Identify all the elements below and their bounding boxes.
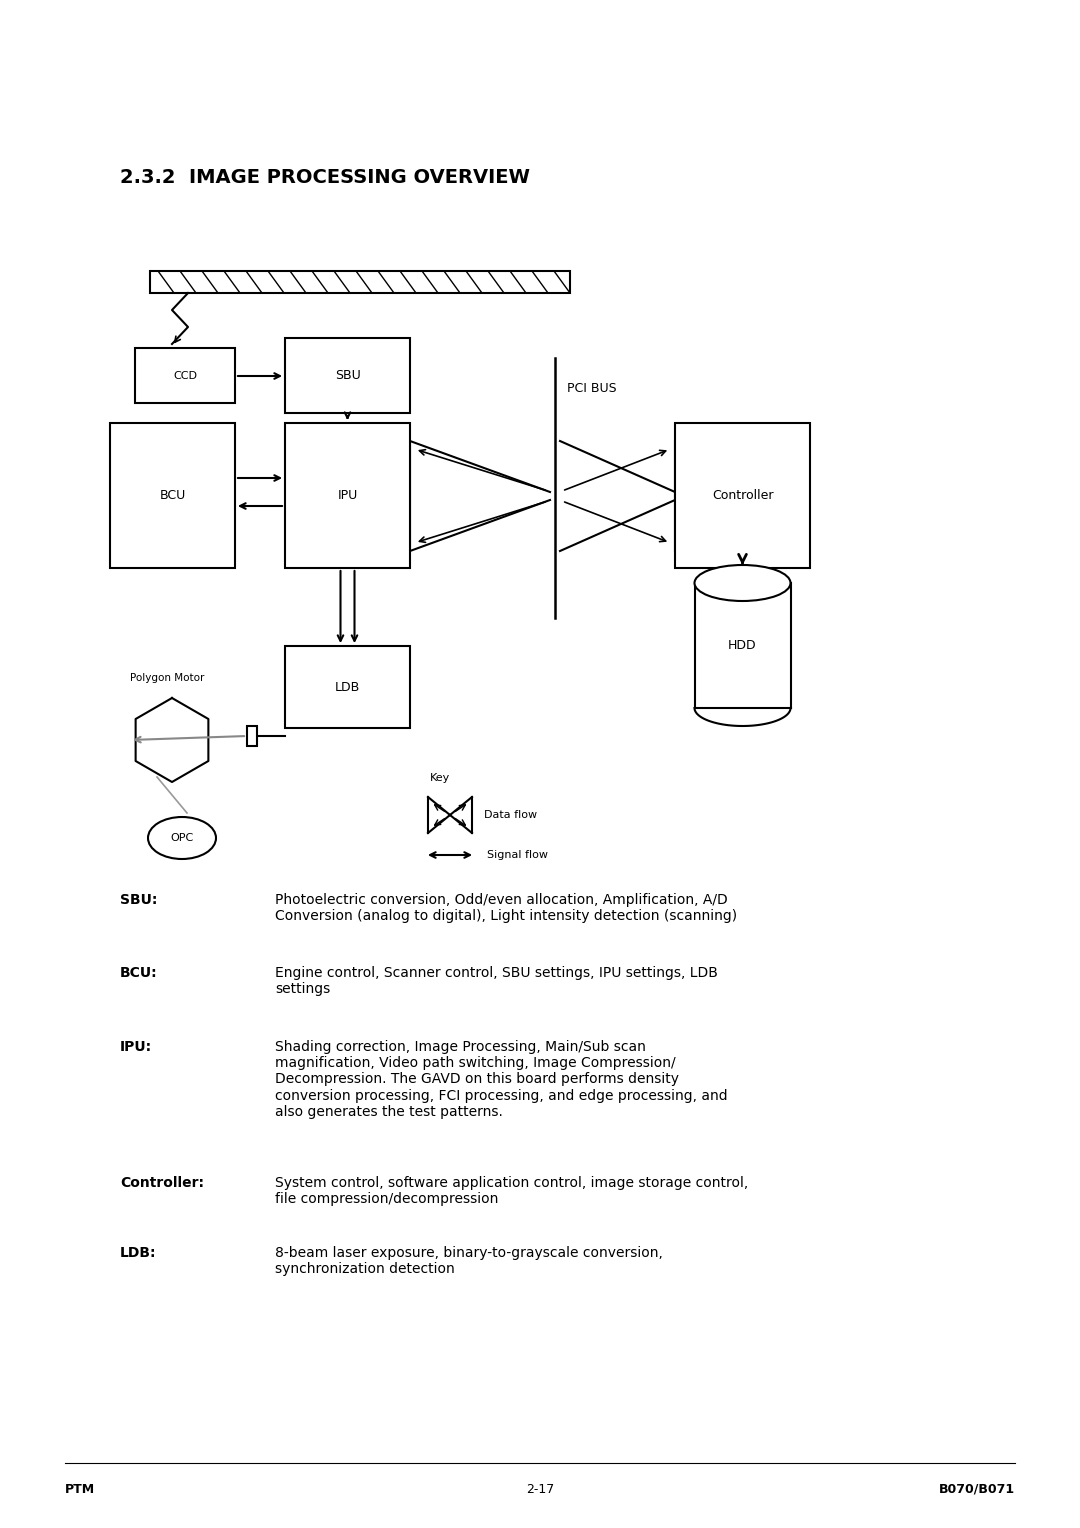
- Text: BCU:: BCU:: [120, 966, 158, 979]
- Text: BCU: BCU: [160, 489, 186, 503]
- Text: PCI BUS: PCI BUS: [567, 382, 617, 394]
- Text: PTM: PTM: [65, 1484, 95, 1496]
- Text: OPC: OPC: [171, 833, 193, 843]
- Text: LDB: LDB: [335, 680, 360, 694]
- Text: B070/B071: B070/B071: [939, 1484, 1015, 1496]
- Text: 2.3.2  IMAGE PROCESSING OVERVIEW: 2.3.2 IMAGE PROCESSING OVERVIEW: [120, 168, 530, 186]
- Text: Photoelectric conversion, Odd/even allocation, Amplification, A/D
Conversion (an: Photoelectric conversion, Odd/even alloc…: [275, 892, 738, 923]
- Text: Shading correction, Image Processing, Main/Sub scan
magnification, Video path sw: Shading correction, Image Processing, Ma…: [275, 1041, 728, 1118]
- Text: SBU:: SBU:: [120, 892, 158, 908]
- Ellipse shape: [694, 565, 791, 601]
- Bar: [135, 348, 235, 403]
- Text: Controller:: Controller:: [120, 1177, 204, 1190]
- Bar: [285, 423, 410, 568]
- Text: 8-beam laser exposure, binary-to-grayscale conversion,
synchronization detection: 8-beam laser exposure, binary-to-graysca…: [275, 1245, 663, 1276]
- Bar: [110, 423, 235, 568]
- Text: Data flow: Data flow: [484, 810, 537, 821]
- Bar: [285, 646, 410, 727]
- Bar: [150, 270, 570, 293]
- Text: Signal flow: Signal flow: [487, 850, 548, 860]
- Text: 2-17: 2-17: [526, 1484, 554, 1496]
- Text: IPU: IPU: [337, 489, 357, 503]
- Text: CCD: CCD: [173, 370, 197, 380]
- Text: Controller: Controller: [712, 489, 773, 503]
- Ellipse shape: [148, 817, 216, 859]
- Text: Engine control, Scanner control, SBU settings, IPU settings, LDB
settings: Engine control, Scanner control, SBU set…: [275, 966, 718, 996]
- Text: System control, software application control, image storage control,
file compre: System control, software application con…: [275, 1177, 748, 1206]
- Bar: [247, 726, 257, 746]
- Bar: [285, 338, 410, 413]
- Text: Key: Key: [430, 773, 450, 782]
- Bar: [675, 423, 810, 568]
- Text: IPU:: IPU:: [120, 1041, 152, 1054]
- Polygon shape: [136, 698, 208, 782]
- Text: SBU: SBU: [335, 368, 361, 382]
- Text: HDD: HDD: [728, 639, 757, 652]
- Text: LDB:: LDB:: [120, 1245, 157, 1261]
- Text: Polygon Motor: Polygon Motor: [130, 672, 204, 683]
